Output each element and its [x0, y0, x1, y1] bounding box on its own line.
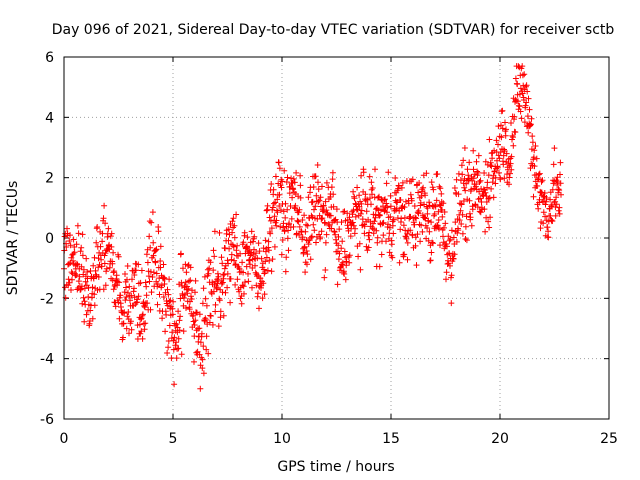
grid	[64, 57, 609, 419]
x-tick-label: 25	[600, 431, 618, 447]
plot-frame	[63, 56, 610, 420]
data-points	[61, 63, 564, 392]
x-axis-label: GPS time / hours	[277, 459, 394, 475]
x-tick-label: 20	[491, 431, 509, 447]
data-marker-series-sdtvar	[61, 63, 564, 392]
x-tick-label: 10	[273, 431, 291, 447]
x-tick-label: 5	[169, 431, 178, 447]
y-axis-label: SDTVAR / TECUs	[5, 181, 21, 296]
y-tick-label: 2	[45, 171, 54, 187]
y-tick-label: -6	[40, 412, 54, 428]
y-tick-label: -2	[40, 291, 54, 307]
y-tick-label: 4	[45, 110, 54, 126]
x-tick-label: 15	[382, 431, 400, 447]
x-tick-label: 0	[60, 431, 69, 447]
y-tick-label: 0	[45, 231, 54, 247]
axis-ticks: 0 5 10 15 20 25 -6 -4 -2 0 2 4 6	[40, 50, 618, 447]
y-tick-label: 6	[45, 50, 54, 66]
chart-title: Day 096 of 2021, Sidereal Day-to-day VTE…	[52, 22, 615, 38]
y-tick-label: -4	[40, 352, 54, 368]
